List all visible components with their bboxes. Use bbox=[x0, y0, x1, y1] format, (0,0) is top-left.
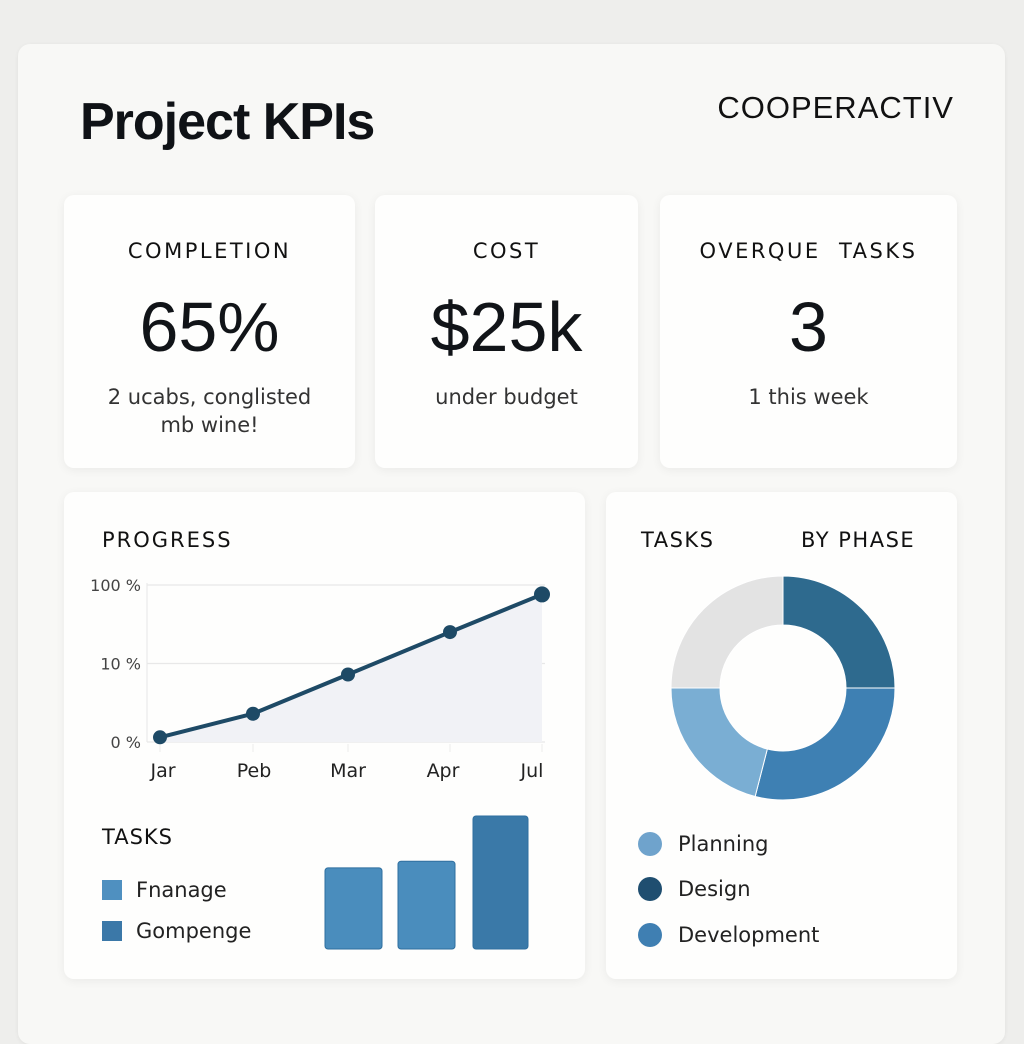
brand-logo: COOPERACTIV bbox=[717, 90, 954, 125]
phase-title-left: TASKS bbox=[641, 528, 715, 552]
phase-title-right: BY PHASE bbox=[801, 528, 916, 552]
kpi-card-completion[interactable]: COMPLETION 65% 2 ucabs, conglisted mb wi… bbox=[64, 195, 355, 468]
kpi-label: COST bbox=[472, 239, 541, 263]
kpi-value: $25k bbox=[430, 288, 583, 366]
kpi-subtext: 2 ucabs, conglisted mb wine! bbox=[64, 383, 355, 439]
kpi-card-cost[interactable]: COST $25k under budget bbox=[375, 195, 638, 468]
phase-legend-planning: Planning bbox=[638, 832, 768, 856]
legend-dot bbox=[638, 923, 662, 947]
kpi-card-overdue-tasks[interactable]: OVERQUE TASKS 3 1 this week bbox=[660, 195, 957, 468]
kpi-value: 65% bbox=[139, 288, 280, 366]
phase-card: TASKS BY PHASE Planning Design Developme… bbox=[606, 492, 957, 979]
legend-swatch bbox=[102, 880, 122, 900]
kpi-subtext-line: under budget bbox=[435, 385, 578, 409]
legend-label: Gompenge bbox=[136, 919, 252, 943]
legend-dot bbox=[638, 877, 662, 901]
kpi-label: OVERQUE TASKS bbox=[699, 239, 918, 263]
legend-label: Development bbox=[678, 923, 820, 947]
legend-label: Design bbox=[678, 877, 751, 901]
tasks-title: TASKS bbox=[102, 825, 173, 849]
kpi-subtext-line: mb wine! bbox=[160, 413, 259, 437]
legend-swatch bbox=[102, 921, 122, 941]
kpi-subtext-line: 2 ucabs, conglisted bbox=[107, 385, 312, 409]
phase-legend-development: Development bbox=[638, 923, 819, 947]
legend-label: Planning bbox=[678, 832, 769, 856]
tasks-legend-item: Gompenge bbox=[102, 919, 251, 943]
tasks-legend-item: Fnanage bbox=[102, 878, 227, 902]
page-title: Project KPIs bbox=[80, 93, 375, 151]
phase-legend-design: Design bbox=[638, 877, 751, 901]
legend-dot bbox=[638, 832, 662, 856]
kpi-subtext-line: 1 this week bbox=[748, 385, 869, 409]
kpi-subtext: 1 this week bbox=[660, 383, 957, 411]
kpi-label: COMPLETION bbox=[127, 239, 292, 263]
legend-label: Fnanage bbox=[136, 878, 227, 902]
kpi-value: 3 bbox=[789, 288, 828, 366]
kpi-subtext: under budget bbox=[375, 383, 638, 411]
progress-title: PROGRESS bbox=[102, 528, 233, 552]
progress-card: PROGRESS TASKS Fnanage Gompenge bbox=[64, 492, 585, 979]
